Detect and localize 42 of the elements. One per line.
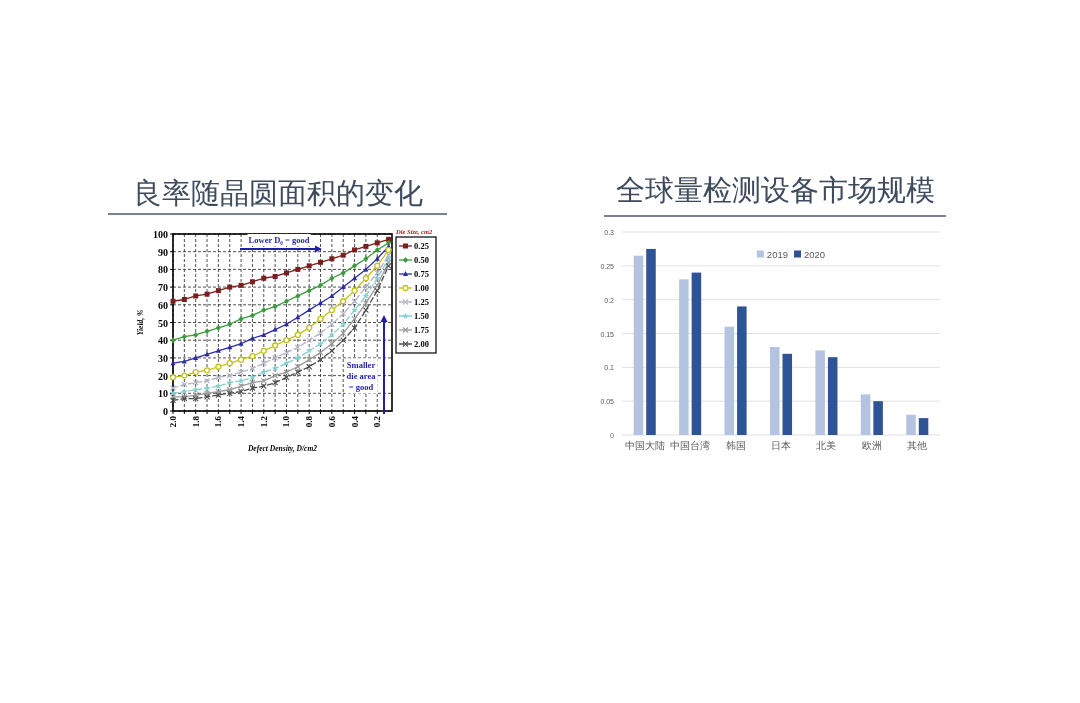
y-tick-label: 10 (158, 387, 168, 399)
x-tick-label: 0.6 (326, 415, 337, 428)
y-tick-label: 50 (158, 317, 168, 328)
legend-label: 1.50 (414, 311, 429, 321)
y-tick-label: 70 (158, 281, 168, 293)
legend-label: 1.25 (414, 297, 429, 307)
x-tick-label: 0.4 (349, 415, 360, 428)
y-tick-label: 80 (158, 263, 168, 275)
x-tick-label: 中国大陆 (624, 440, 665, 451)
title: 良率随晶圆面积的变化 (133, 176, 423, 210)
x-tick-label: 2.0 (168, 415, 178, 428)
legend-label: 0.25 (414, 241, 429, 251)
y-tick-label: 90 (158, 246, 168, 258)
y-tick-label: 100 (153, 228, 168, 240)
x-tick-label: 1.2 (258, 415, 269, 428)
annotation: Smaller die area = good (346, 360, 377, 392)
x-tick-label: 其他 (907, 440, 928, 451)
y-tick-label: 20 (158, 370, 168, 382)
y-tick-label: 30 (158, 352, 168, 364)
annotation: Lower D₀ = good (248, 235, 310, 245)
legend-label: 1.75 (414, 325, 429, 335)
x-tick-label: 0.2 (372, 415, 383, 428)
y-tick-label: 40 (158, 334, 168, 346)
y-tick-label: 0 (163, 405, 168, 417)
legend-label: 2.00 (414, 339, 429, 349)
x-tick-label: 北美 (816, 440, 837, 451)
legend-label: 0.75 (414, 269, 429, 279)
x-tick-label: 1.4 (236, 415, 247, 428)
x-tick-label: 中国台湾 (670, 440, 711, 451)
x-tick-label: 1.6 (213, 415, 224, 428)
x-tick-label: 0.8 (304, 415, 315, 428)
x-tick-label: 欧洲 (861, 440, 882, 451)
legend-label: 2019 (766, 248, 788, 260)
legend-label: 0.50 (414, 255, 429, 265)
x-tick-label: 1.8 (190, 415, 201, 428)
x-tick-label: 日本 (771, 440, 791, 451)
x-tick-label: 韩国 (725, 440, 746, 451)
y-tick-label: 60 (158, 299, 168, 311)
x-tick-label: 1.0 (281, 415, 292, 428)
title: 全球量检测设备市场规模 (615, 173, 935, 207)
legend-label: 2020 (804, 248, 826, 260)
legend-label: 1.00 (414, 283, 429, 293)
